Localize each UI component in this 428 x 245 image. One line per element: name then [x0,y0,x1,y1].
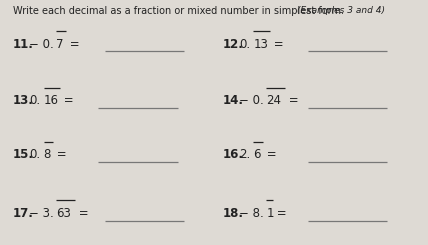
Text: =: = [66,37,80,51]
Text: (Examples 3 and 4): (Examples 3 and 4) [297,6,386,15]
Text: 0.: 0. [239,37,250,51]
Text: 8: 8 [44,148,51,161]
Text: =: = [60,94,74,107]
Text: 0.: 0. [29,94,40,107]
Text: =: = [285,94,299,107]
Text: 7: 7 [56,37,64,51]
Text: − 3.: − 3. [29,207,54,220]
Text: 2.: 2. [239,148,250,161]
Text: 18.: 18. [223,207,244,220]
Text: − 0.: − 0. [239,94,264,107]
Text: 0.: 0. [29,148,40,161]
Text: =: = [273,207,287,220]
Text: 15.: 15. [13,148,34,161]
Text: 16.: 16. [223,148,244,161]
Text: − 8.: − 8. [239,207,264,220]
Text: 13: 13 [253,37,268,51]
Text: =: = [263,148,276,161]
Text: 12.: 12. [223,37,244,51]
Text: 17.: 17. [13,207,34,220]
Text: 63: 63 [56,207,71,220]
Text: =: = [75,207,89,220]
Text: 24: 24 [266,94,281,107]
Text: =: = [53,148,67,161]
Text: 13.: 13. [13,94,34,107]
Text: =: = [270,37,283,51]
Text: 1: 1 [266,207,274,220]
Text: 6: 6 [253,148,261,161]
Text: Write each decimal as a fraction or mixed number in simplest form.: Write each decimal as a fraction or mixe… [13,6,344,16]
Text: − 0.: − 0. [29,37,54,51]
Text: 16: 16 [44,94,59,107]
Text: 11.: 11. [13,37,34,51]
Text: 14.: 14. [223,94,244,107]
